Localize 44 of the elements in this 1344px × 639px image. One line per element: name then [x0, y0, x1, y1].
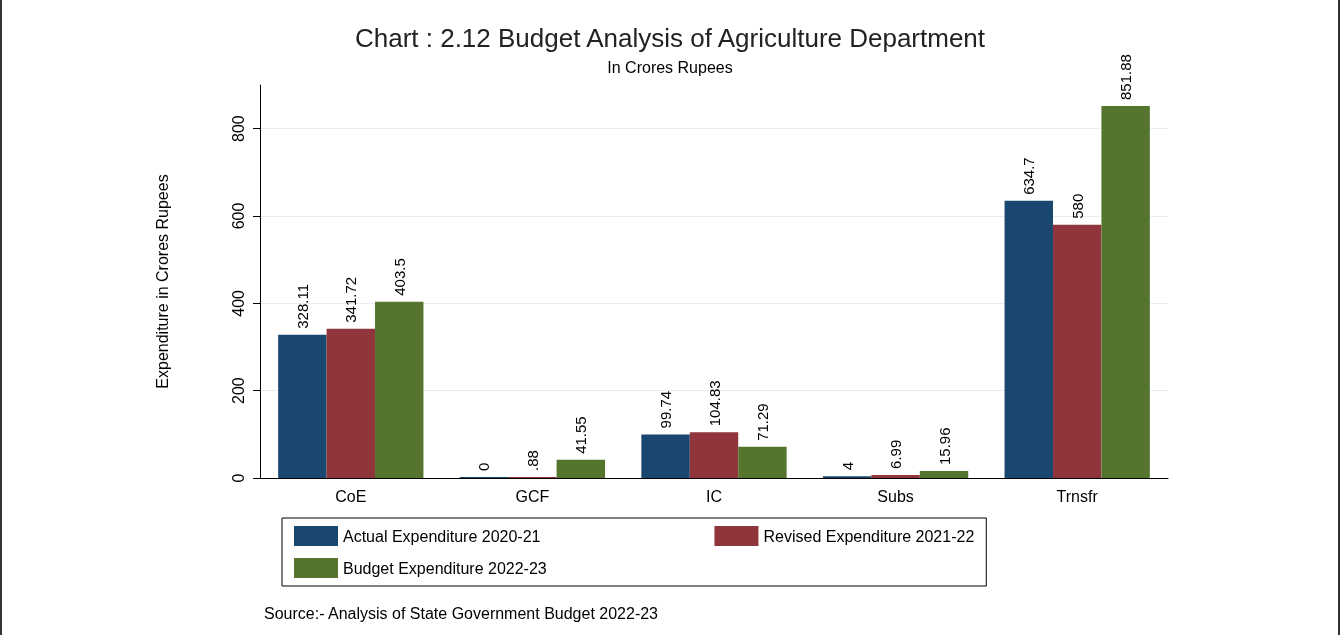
bar: [1004, 200, 1053, 478]
chart-title: Chart : 2.12 Budget Analysis of Agriculture Department: [354, 23, 986, 53]
bar: [641, 434, 690, 478]
bar: [326, 328, 376, 478]
x-tick-label: IC: [706, 487, 722, 505]
data-label: 851.88: [1117, 54, 1135, 101]
bar: [1101, 106, 1150, 478]
chart-subtitle: In Crores Rupees: [607, 58, 733, 76]
x-tick-label: Subs: [877, 487, 914, 505]
y-axis-title: Expenditure in Crores Rupees: [153, 174, 171, 389]
data-label: 0: [475, 462, 493, 471]
x-tick-label: CoE: [335, 487, 367, 505]
source-note: Source:- Analysis of State Government Budget 2022-23: [264, 604, 659, 622]
x-tick-label: Trnsfr: [1056, 487, 1099, 505]
legend-label: Budget Expenditure 2022-23: [343, 559, 547, 577]
bar: [556, 459, 606, 478]
legend-label: Revised Expenditure 2021-22: [763, 527, 975, 545]
data-label: 99.74: [657, 390, 675, 429]
data-label: 15.96: [935, 427, 953, 466]
y-tick-label: 200: [229, 377, 247, 405]
data-label: 6.99: [887, 439, 905, 469]
bar: [689, 432, 739, 478]
bar: [278, 334, 327, 478]
data-label: 104.83: [705, 380, 723, 427]
legend-label: Actual Expenditure 2020-21: [343, 527, 541, 545]
bar: [375, 301, 424, 478]
data-label: 4: [838, 461, 856, 471]
y-tick-label: 600: [229, 202, 247, 230]
y-tick-label: 0: [229, 473, 247, 483]
x-tick-label: GCF: [515, 487, 550, 505]
data-label: 41.55: [572, 416, 590, 454]
bar: [919, 471, 969, 478]
bar: [871, 474, 920, 478]
data-label: 328.11: [293, 283, 311, 329]
y-tick-label: 800: [229, 115, 247, 143]
y-tick-label: 400: [229, 289, 247, 317]
data-label: 403.5: [390, 258, 408, 296]
data-label: .88: [523, 450, 541, 471]
data-label: 71.29: [753, 403, 771, 441]
bar: [738, 446, 787, 478]
bar: [1052, 224, 1102, 478]
data-label: 634.7: [1020, 157, 1038, 195]
data-label: 341.72: [342, 276, 360, 323]
data-label: 580: [1068, 193, 1086, 219]
